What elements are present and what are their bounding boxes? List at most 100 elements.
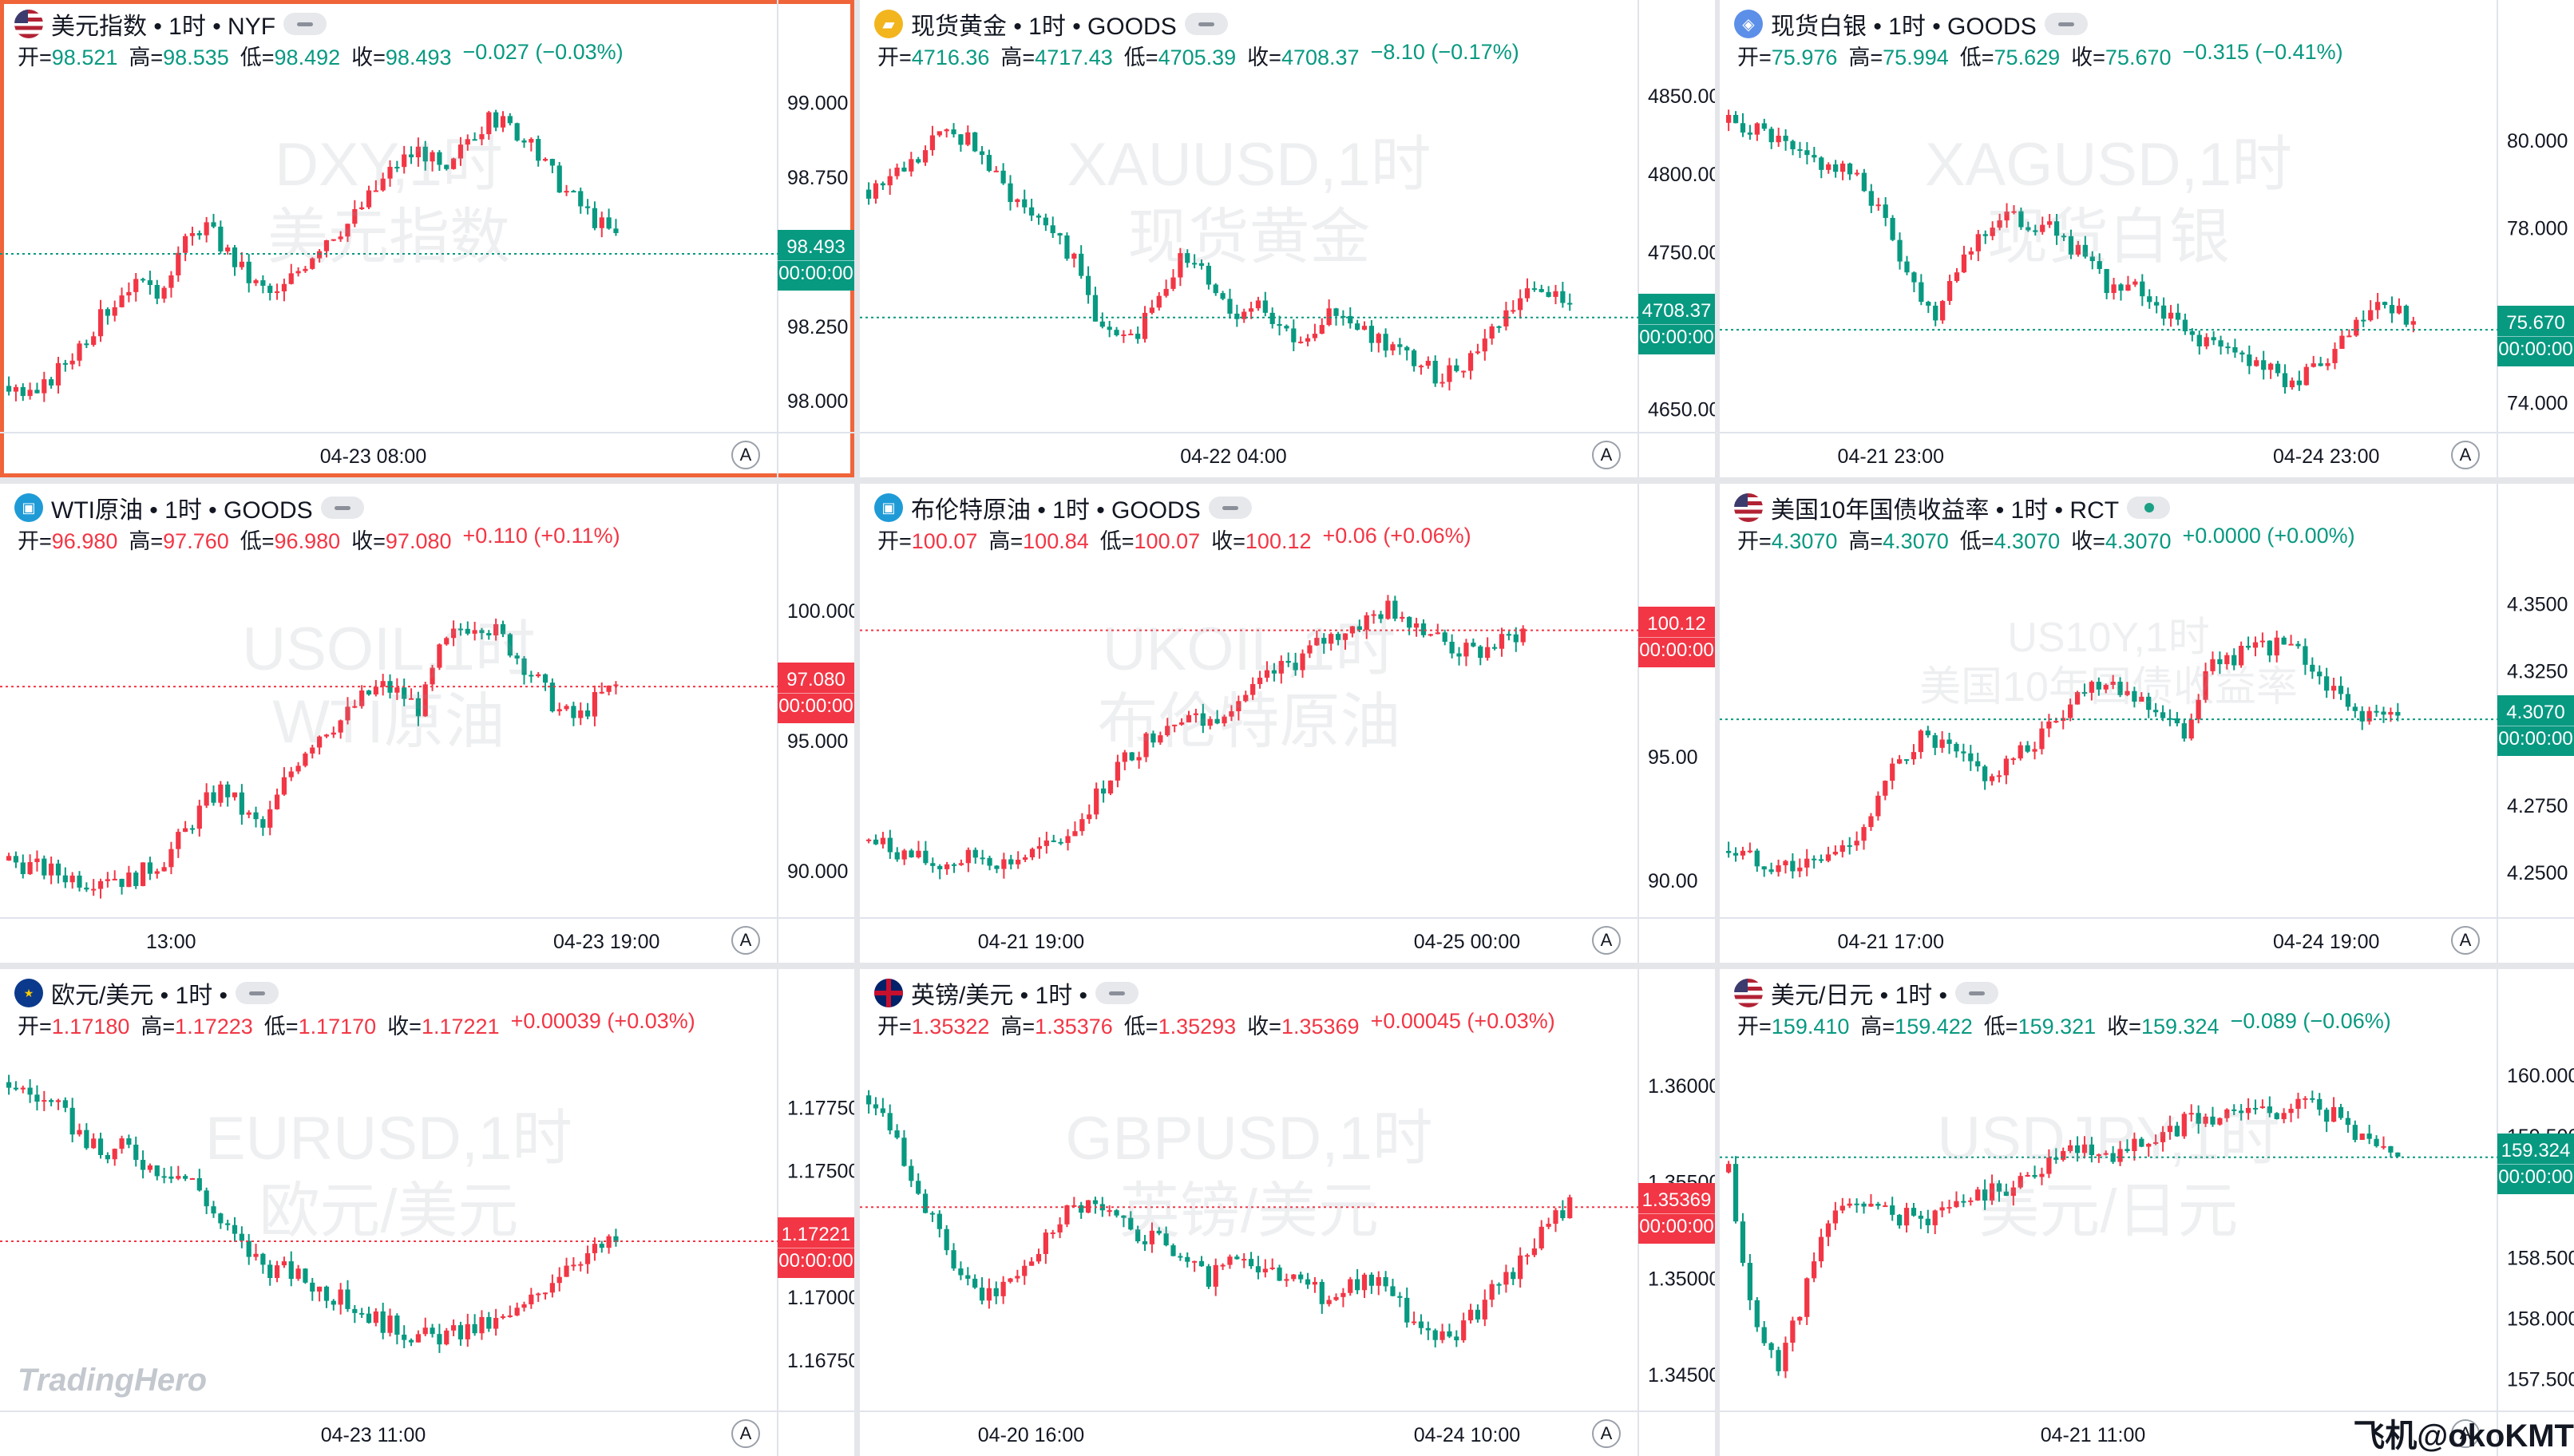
candle-body [133, 1144, 139, 1160]
candle-body [2352, 706, 2358, 711]
candle-body [2281, 637, 2287, 645]
candle-body [1475, 1309, 1481, 1320]
candle-body [965, 849, 971, 864]
credit-text: 飞机@okoKMT [2353, 1418, 2574, 1454]
candle-body [536, 674, 541, 677]
chart-panel-brent[interactable]: 95.00 90.00 04-21 19:00 04-25 00:00 100.12 00… [860, 484, 1715, 963]
candle-body [1128, 334, 1134, 336]
symbol-header[interactable]: ★ 欧元/美元 • 1时 • [14, 975, 279, 1011]
candle-body [1538, 1226, 1544, 1248]
candle-body [1192, 1260, 1198, 1263]
symbol-title[interactable]: 英镑/美元 • 1时 • [911, 983, 1088, 1009]
candle-body [126, 1138, 132, 1145]
symbol-title[interactable]: 欧元/美元 • 1时 • [51, 983, 228, 1009]
candle-body [2366, 710, 2372, 722]
candle-body [2267, 640, 2272, 656]
candle-body [2225, 346, 2231, 349]
candle-body [1156, 1230, 1162, 1234]
status-dot-icon[interactable] [2127, 497, 2171, 519]
symbol-header[interactable]: ◈ 现货白银 • 1时 • GOODS [1734, 6, 2088, 42]
candle-body [880, 1108, 885, 1114]
chart-panel-wti[interactable]: 100.000 95.000 90.000 13:00 04-23 19:00 97.08… [0, 484, 854, 963]
collapse-icon[interactable] [2044, 13, 2088, 35]
auto-scale-button[interactable]: A [2451, 441, 2480, 469]
candle-body [1335, 634, 1341, 640]
symbol-header[interactable]: 美元/日元 • 1时 • [1734, 975, 1999, 1011]
candle-body [1227, 1256, 1233, 1265]
candle-body [1186, 714, 1192, 722]
auto-scale-button[interactable]: A [1592, 1419, 1621, 1448]
symbol-header[interactable]: 美元指数 • 1时 • NYF [14, 6, 327, 42]
candle-body [1158, 735, 1163, 743]
candle-body [1783, 136, 1788, 141]
candle-body [281, 283, 287, 292]
x-tick-label: 04-24 10:00 [1414, 1424, 1520, 1446]
candle-body [1085, 1200, 1091, 1213]
candle-body [606, 1236, 612, 1248]
chart-panel-us10y[interactable]: 4.3500 4.3250 4.2750 4.2500 04-21 17:00 04-24… [1720, 484, 2574, 963]
collapse-icon[interactable] [1955, 982, 1999, 1004]
chart-panel-usdjpy[interactable]: 160.000159.500158.500158.000157.50004-21… [1720, 969, 2574, 1456]
candle-body [112, 307, 117, 316]
symbol-title[interactable]: 美元/日元 • 1时 • [1771, 983, 1948, 1009]
chart-panel-dxy[interactable]: 99.000 98.750 98.250 98.000 04-23 08:00 98.49… [0, 0, 854, 477]
chart-panel-xau[interactable]: 4850.00 4800.00 4750.00 4650.00 04-22 04:00 4… [860, 0, 1715, 477]
collapse-icon[interactable] [236, 982, 279, 1004]
collapse-icon[interactable] [1095, 982, 1139, 1004]
collapse-icon[interactable] [320, 497, 364, 519]
symbol-title[interactable]: 美元指数 • 1时 • NYF [51, 14, 276, 40]
chart-canvas-us10y[interactable]: 4.3500 4.3250 4.2750 4.2500 04-21 17:00 04-24… [1720, 484, 2574, 963]
auto-scale-button[interactable]: A [731, 926, 760, 955]
candle-body [1511, 310, 1516, 312]
auto-scale-button[interactable]: A [2451, 926, 2480, 955]
candle-body [2154, 302, 2160, 306]
chart-canvas-xau[interactable]: 4850.00 4800.00 4750.00 4650.00 04-22 04:00 [860, 0, 1715, 477]
symbol-header[interactable]: 英镑/美元 • 1时 • [874, 975, 1139, 1011]
candle-body [1538, 289, 1544, 292]
symbol-header[interactable]: ▣ 布伦特原油 • 1时 • GOODS [874, 490, 1252, 525]
candle-body [2388, 1145, 2394, 1153]
symbol-header[interactable]: 美国10年国债收益率 • 1时 • RCT [1734, 490, 2171, 525]
y-tick-label: 4800.00 [1648, 164, 1715, 186]
candle-body [1165, 726, 1170, 736]
symbol-title[interactable]: WTI原油 • 1时 • GOODS [51, 497, 313, 524]
candle-body [1234, 1256, 1240, 1260]
symbol-header[interactable]: ▣ WTI原油 • 1时 • GOODS [14, 490, 364, 525]
open-value: 96.980 [51, 529, 118, 553]
symbol-title[interactable]: 现货白银 • 1时 • GOODS [1771, 14, 2037, 40]
symbol-title[interactable]: 布伦特原油 • 1时 • GOODS [911, 497, 1201, 524]
auto-scale-button[interactable]: A [1592, 926, 1621, 955]
candle-body [2338, 1106, 2344, 1118]
symbol-header[interactable]: ▰ 现货黄金 • 1时 • GOODS [874, 6, 1228, 42]
chart-panel-eurusd[interactable]: 1.17750 1.17500 1.17000 1.16750 04-23 11:00 1… [0, 969, 854, 1456]
candle-body [556, 709, 562, 712]
change-value: +0.0000 (+0.00%) [2182, 524, 2355, 548]
symbol-title[interactable]: 现货黄金 • 1时 • GOODS [911, 14, 1177, 40]
auto-scale-button[interactable]: A [2451, 1419, 2480, 1448]
candle-body [887, 1113, 893, 1131]
collapse-icon[interactable] [1208, 497, 1252, 519]
candle-body [1939, 1207, 1945, 1211]
candle-body [1506, 634, 1512, 636]
candle-body [1754, 850, 1760, 867]
candle-body [281, 777, 287, 795]
auto-scale-button[interactable]: A [1592, 441, 1621, 469]
x-tick-label: 04-23 08:00 [320, 445, 426, 468]
chart-canvas-dxy[interactable]: 99.000 98.750 98.250 98.000 04-23 08:00 [0, 0, 854, 477]
auto-scale-button[interactable]: A [731, 1419, 760, 1448]
candle-body [979, 1288, 985, 1301]
chart-canvas-usdjpy[interactable]: 160.000159.500158.500158.000157.50004-21… [1720, 969, 2574, 1456]
chart-canvas-brent[interactable]: 95.00 90.00 04-21 19:00 04-25 00:00 [860, 484, 1715, 963]
candle-body [1467, 1309, 1474, 1321]
auto-scale-button[interactable]: A [731, 441, 760, 469]
chart-canvas-wti[interactable]: 100.000 95.000 90.000 13:00 04-23 19:00 [0, 484, 854, 963]
collapse-icon[interactable] [283, 13, 327, 35]
symbol-title[interactable]: 美国10年国债收益率 • 1时 • RCT [1771, 497, 2120, 524]
candle-body [1234, 313, 1240, 319]
chart-canvas-eurusd[interactable]: 1.17750 1.17500 1.17000 1.16750 04-23 11:00 [0, 969, 854, 1456]
collapse-icon[interactable] [1184, 13, 1228, 35]
